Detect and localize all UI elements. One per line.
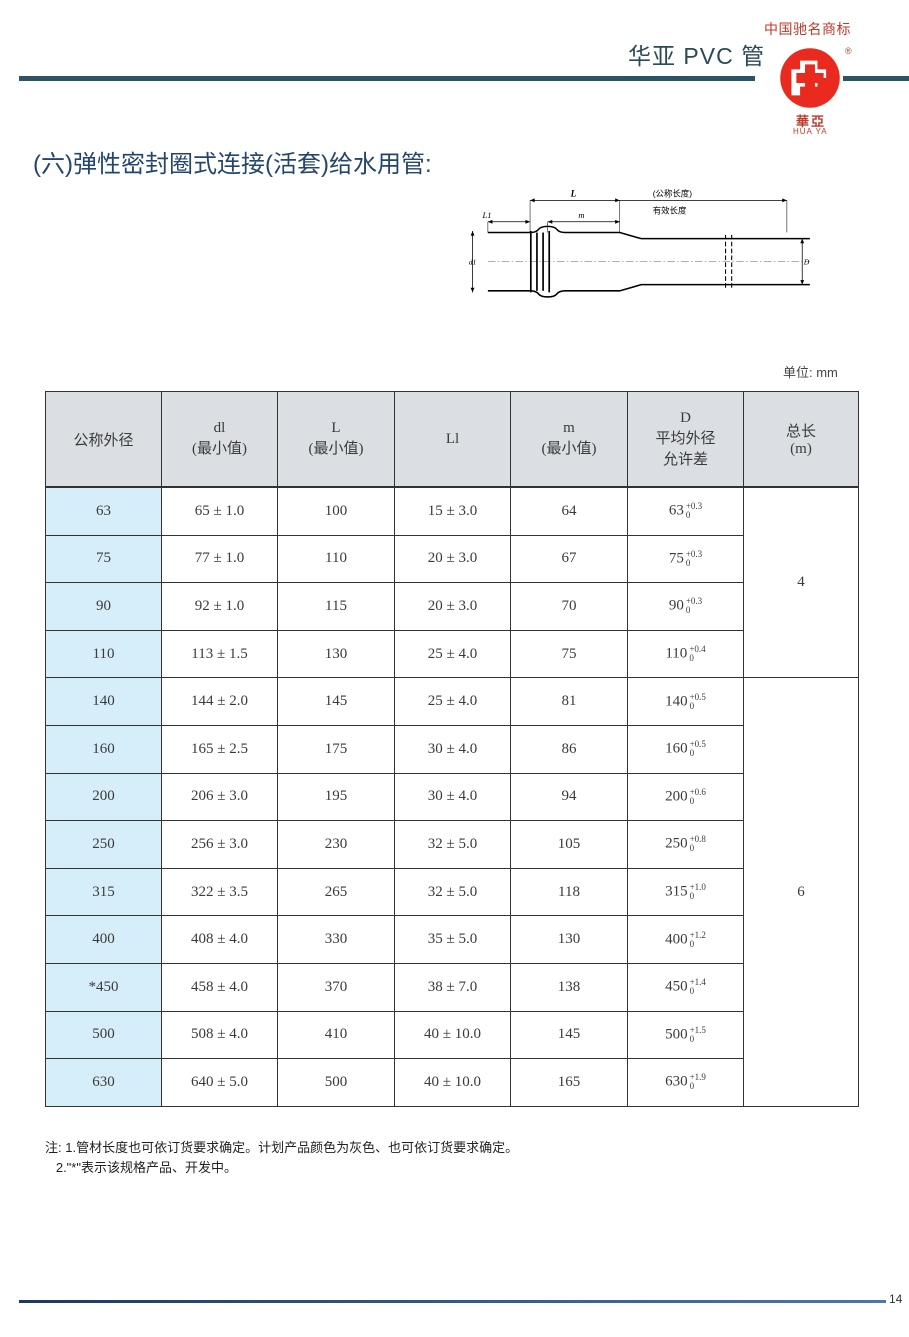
svg-text:d1: d1 — [469, 258, 477, 267]
svg-text:L: L — [570, 189, 577, 199]
svg-text:m: m — [578, 210, 584, 220]
svg-text:有效长度: 有效长度 — [653, 205, 687, 215]
svg-text:L1: L1 — [482, 210, 492, 220]
svg-text:(公称长度): (公称长度) — [653, 189, 692, 199]
svg-text:D: D — [803, 258, 810, 267]
